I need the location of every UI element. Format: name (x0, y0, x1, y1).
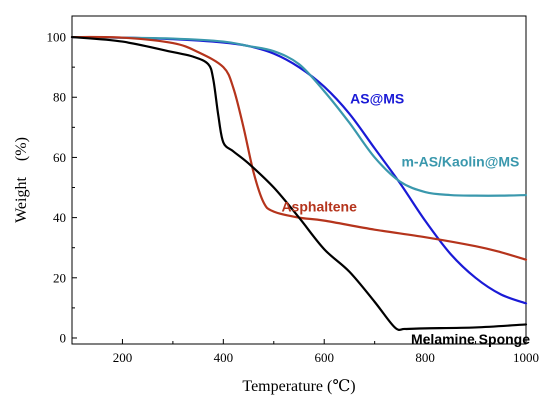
series-label-melamine-sponge: Melamine Sponge (411, 331, 530, 347)
x-tick-label: 800 (415, 350, 435, 365)
x-tick-label: 200 (113, 350, 133, 365)
plot-frame (71, 15, 527, 345)
series-line-m-as-kaolin-ms (70, 35, 528, 197)
x-tick-label: 1000 (513, 350, 539, 365)
y-tick-label: 60 (53, 150, 66, 165)
x-tick-label: 400 (214, 350, 234, 365)
y-tick-label: 100 (47, 30, 67, 45)
y-tick-label: 0 (60, 330, 67, 345)
series-label-m-as-kaolin-ms: m-AS/Kaolin@MS (401, 153, 519, 169)
x-axis-title: Temperature (℃) (242, 378, 355, 395)
series-labels-layer: AS@MS m-AS/Kaolin@MS Asphaltene Melamine Sp… (281, 90, 530, 347)
series-layer (70, 35, 528, 331)
series-line-melamine-sponge (70, 35, 528, 331)
series-label-as-ms: AS@MS (350, 90, 404, 106)
ticks-layer: 200 400 600 800 1000 0 20 40 60 80 100 (47, 30, 540, 365)
y-tick-label: 80 (53, 90, 66, 105)
y-tick-label: 40 (53, 210, 66, 225)
series-line-as-ms (70, 35, 528, 305)
series-label-asphaltene: Asphaltene (281, 199, 357, 215)
y-tick-label: 20 (53, 270, 66, 285)
x-tick-label: 600 (314, 350, 334, 365)
y-axis-title: Weight (%) (13, 137, 30, 223)
series-line-asphaltene (70, 35, 528, 261)
